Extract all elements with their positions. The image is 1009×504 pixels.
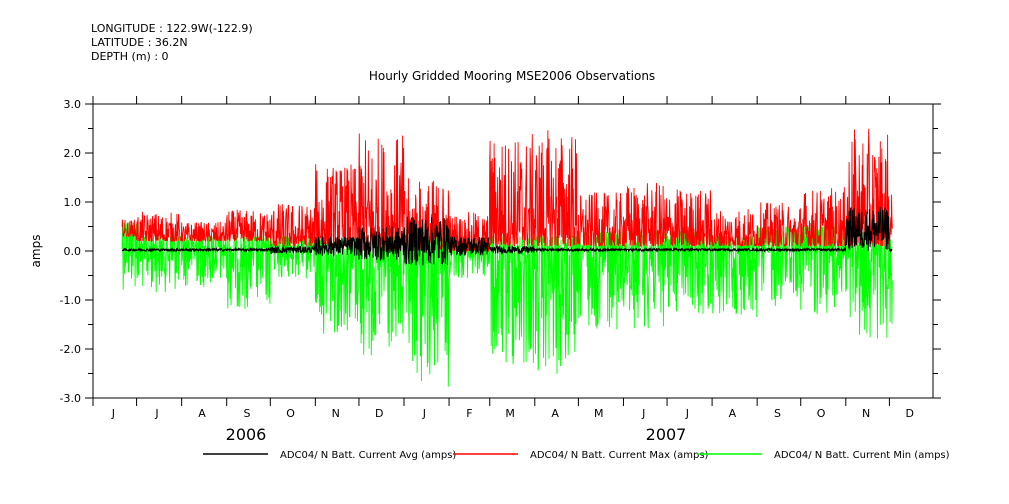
legend-label: ADC04/ N Batt. Current Max (amps) xyxy=(530,450,709,461)
series-line-min xyxy=(121,222,893,387)
x-month-label: J xyxy=(685,407,689,420)
x-month-label: J xyxy=(111,407,115,420)
x-month-label: S xyxy=(244,407,251,420)
x-month-label: J xyxy=(154,407,158,420)
x-month-label: S xyxy=(774,407,781,420)
legend-label: ADC04/ N Batt. Current Avg (amps) xyxy=(280,450,456,461)
y-tick-label: 0.0 xyxy=(64,245,82,258)
y-tick-label: 3.0 xyxy=(64,98,82,111)
depth-label: DEPTH (m) : 0 xyxy=(91,50,169,63)
y-axis-label: amps xyxy=(29,235,43,268)
chart-title: Hourly Gridded Mooring MSE2006 Observati… xyxy=(369,69,655,83)
latitude-label: LATITUDE : 36.2N xyxy=(91,36,188,49)
x-month-label: N xyxy=(862,407,870,420)
x-month-label: O xyxy=(286,407,295,420)
x-year-label: 2006 xyxy=(226,425,267,444)
legend-label: ADC04/ N Batt. Current Min (amps) xyxy=(774,450,950,461)
longitude-label: LONGITUDE : 122.9W(-122.9) xyxy=(91,22,253,35)
x-month-label: A xyxy=(551,407,559,420)
y-tick-label: 1.0 xyxy=(64,196,82,209)
x-month-label: M xyxy=(505,407,515,420)
x-month-label: M xyxy=(594,407,604,420)
x-month-label: F xyxy=(466,407,472,420)
x-month-label: O xyxy=(817,407,826,420)
y-tick-label: -2.0 xyxy=(60,343,81,356)
x-month-label: A xyxy=(729,407,737,420)
x-month-label: D xyxy=(906,407,914,420)
series-line-avg xyxy=(121,207,893,266)
series-line-max xyxy=(121,128,893,253)
y-tick-label: 2.0 xyxy=(64,147,82,160)
y-tick-label: -3.0 xyxy=(60,392,81,405)
x-month-label: A xyxy=(198,407,206,420)
x-month-label: N xyxy=(332,407,340,420)
y-tick-label: -1.0 xyxy=(60,294,81,307)
x-month-label: D xyxy=(375,407,383,420)
x-month-label: J xyxy=(422,407,426,420)
x-month-label: J xyxy=(641,407,645,420)
x-year-label: 2007 xyxy=(646,425,687,444)
